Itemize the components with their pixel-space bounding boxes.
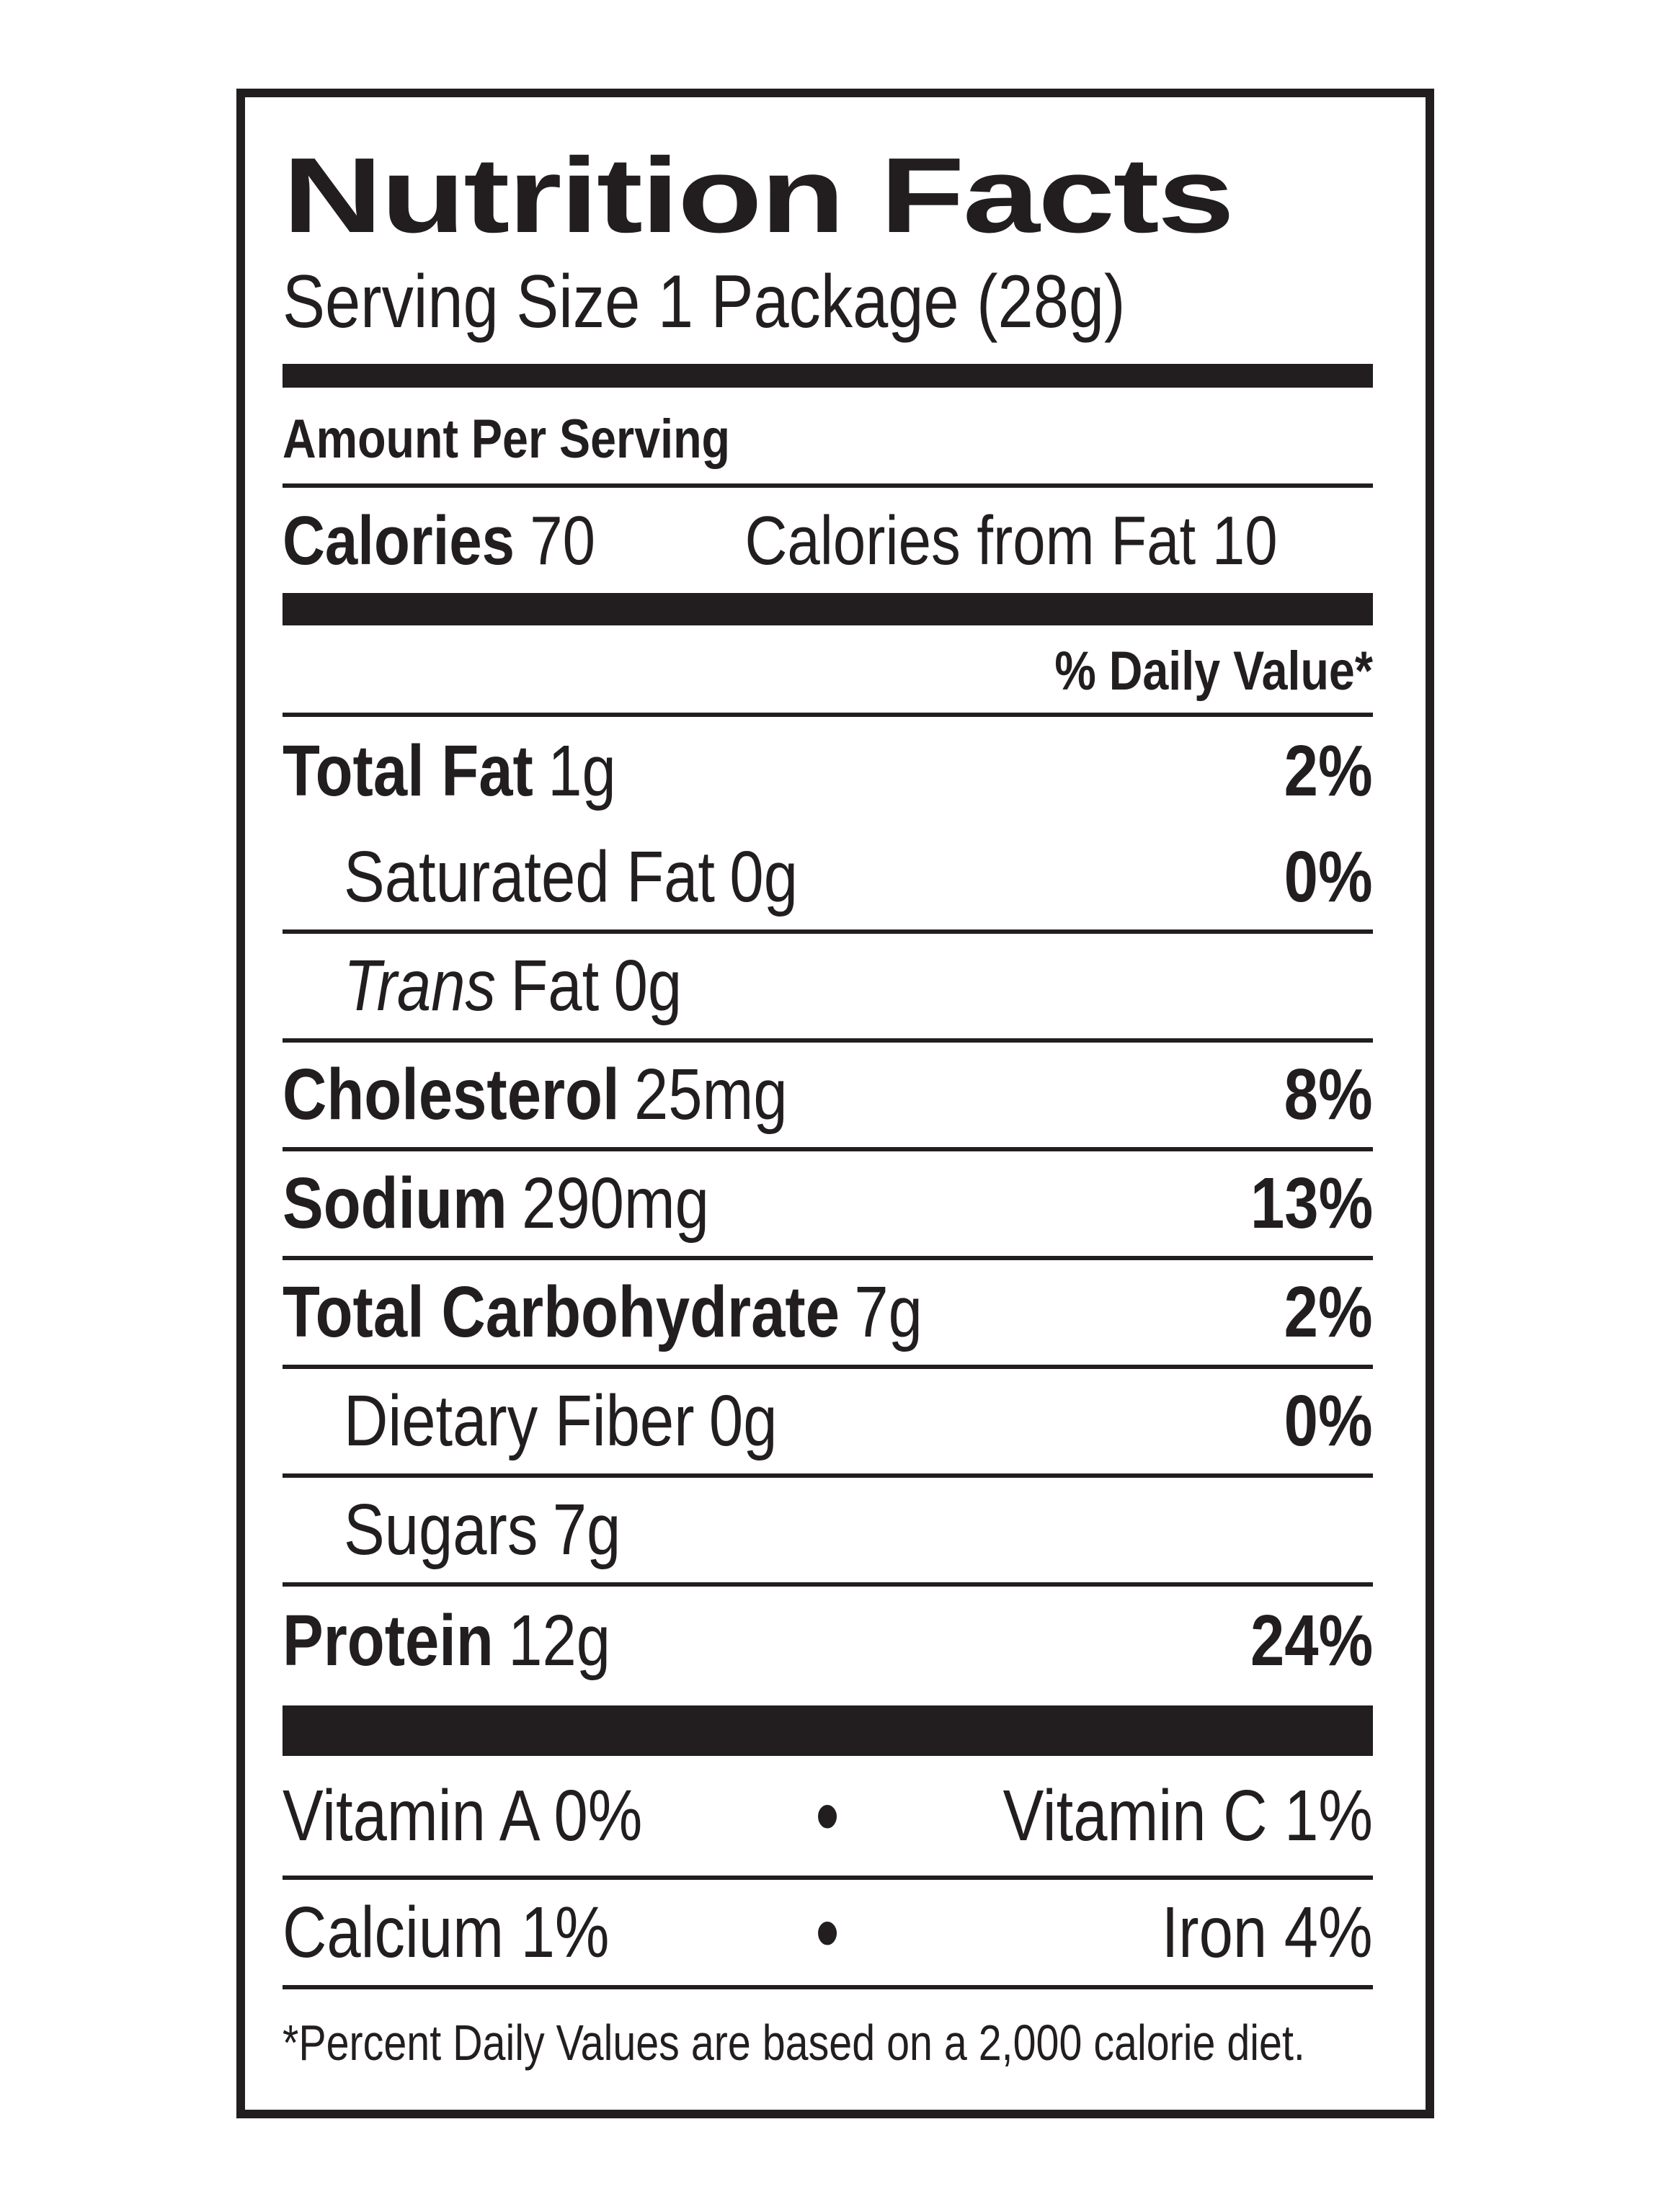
daily-value-percent: 2% bbox=[1284, 730, 1373, 811]
nutrition-facts-panel: Nutrition Facts Serving Size 1 Package (… bbox=[236, 89, 1434, 2118]
nutrient-name: Total Carbohydrate 7g bbox=[283, 1271, 922, 1354]
nutrient-name: Trans Fat 0g bbox=[344, 945, 682, 1027]
calcium-value: Calcium 1% bbox=[283, 1891, 610, 1973]
row-cholesterol: Cholesterol 25mg 8% bbox=[283, 1043, 1373, 1151]
calories-label: Calories bbox=[283, 502, 515, 579]
nutrient-amount: 0g bbox=[613, 945, 682, 1026]
calories-value: Calories 70 bbox=[283, 498, 595, 584]
panel-title: Nutrition Facts bbox=[283, 136, 1235, 255]
nutrient-amount: 0g bbox=[708, 1381, 778, 1461]
nutrient-label: Saturated Fat bbox=[344, 837, 716, 917]
row-total-carbohydrate: Total Carbohydrate 7g 2% bbox=[283, 1260, 1373, 1369]
nutrient-label: Dietary Fiber bbox=[344, 1381, 695, 1461]
serving-size-text: Serving Size 1 Package (28g) bbox=[283, 260, 1126, 344]
thick-divider-protein bbox=[283, 1705, 1373, 1756]
calories-number: 70 bbox=[530, 502, 595, 579]
nutrient-name: Saturated Fat 0g bbox=[344, 836, 798, 919]
nutrient-amount: 290mg bbox=[522, 1163, 709, 1244]
daily-value-header: % Daily Value* bbox=[1054, 641, 1373, 702]
row-protein: Protein 12g 24% bbox=[283, 1587, 1373, 1695]
nutrient-amount: 12g bbox=[508, 1600, 611, 1681]
nutrient-name: Sugars 7g bbox=[344, 1489, 621, 1571]
nutrient-amount: 1g bbox=[548, 730, 616, 811]
row-total-fat: Total Fat 1g 2% bbox=[283, 717, 1373, 825]
row-calcium-iron: Calcium 1% • Iron 4% bbox=[283, 1880, 1373, 1989]
nutrient-label: Total Carbohydrate bbox=[283, 1272, 840, 1352]
row-vitamins: Vitamin A 0% • Vitamin C 1% bbox=[283, 1756, 1373, 1880]
nutrient-label: Total Fat bbox=[283, 730, 533, 811]
nutrient-amount: 25mg bbox=[633, 1054, 788, 1135]
row-saturated-fat: Saturated Fat 0g 0% bbox=[283, 825, 1373, 934]
nutrient-amount: 7g bbox=[854, 1272, 922, 1352]
thick-divider-calories bbox=[283, 593, 1373, 625]
daily-value-percent: 0% bbox=[1284, 837, 1373, 917]
calories-row: Calories 70 Calories from Fat 10 bbox=[283, 498, 1373, 584]
nutrient-label: Sodium bbox=[283, 1163, 507, 1244]
daily-value-percent: 2% bbox=[1284, 1272, 1373, 1352]
daily-value-percent: 8% bbox=[1284, 1054, 1373, 1135]
nutrient-amount: 7g bbox=[552, 1489, 621, 1570]
iron-value: Iron 4% bbox=[1162, 1891, 1373, 1973]
row-sugars: Sugars 7g bbox=[283, 1478, 1373, 1587]
nutrient-name: Dietary Fiber 0g bbox=[344, 1380, 777, 1463]
nutrient-name: Cholesterol 25mg bbox=[283, 1053, 788, 1136]
bullet-separator: • bbox=[815, 1767, 840, 1864]
thick-divider-top bbox=[283, 364, 1373, 388]
divider bbox=[283, 483, 1373, 488]
nutrient-name: Protein 12g bbox=[283, 1600, 610, 1682]
nutrient-label: Fat bbox=[510, 945, 600, 1026]
nutrient-label: Sugars bbox=[344, 1489, 538, 1570]
row-dietary-fiber: Dietary Fiber 0g 0% bbox=[283, 1369, 1373, 1478]
vitamin-a-value: Vitamin A 0% bbox=[283, 1775, 643, 1856]
nutrient-name: Total Fat 1g bbox=[283, 730, 616, 813]
amount-per-serving-label: Amount Per Serving bbox=[283, 409, 730, 470]
vitamin-c-value: Vitamin C 1% bbox=[1002, 1775, 1373, 1856]
calories-from-fat: Calories from Fat 10 bbox=[744, 502, 1278, 579]
nutrient-label: Cholesterol bbox=[283, 1054, 620, 1135]
nutrient-label-italic: Trans bbox=[344, 945, 496, 1026]
bullet-separator: • bbox=[815, 1884, 840, 1981]
divider bbox=[283, 713, 1373, 717]
daily-value-percent: 13% bbox=[1250, 1163, 1373, 1244]
nutrient-amount: 0g bbox=[729, 837, 798, 917]
nutrient-label: Protein bbox=[283, 1600, 494, 1681]
row-sodium: Sodium 290mg 13% bbox=[283, 1151, 1373, 1260]
daily-value-footnote: *Percent Daily Values are based on a 2,0… bbox=[283, 2015, 1305, 2071]
nutrient-name: Sodium 290mg bbox=[283, 1162, 709, 1245]
daily-value-percent: 0% bbox=[1284, 1381, 1373, 1461]
daily-value-percent: 24% bbox=[1250, 1600, 1373, 1681]
row-trans-fat: Trans Fat 0g bbox=[283, 934, 1373, 1043]
